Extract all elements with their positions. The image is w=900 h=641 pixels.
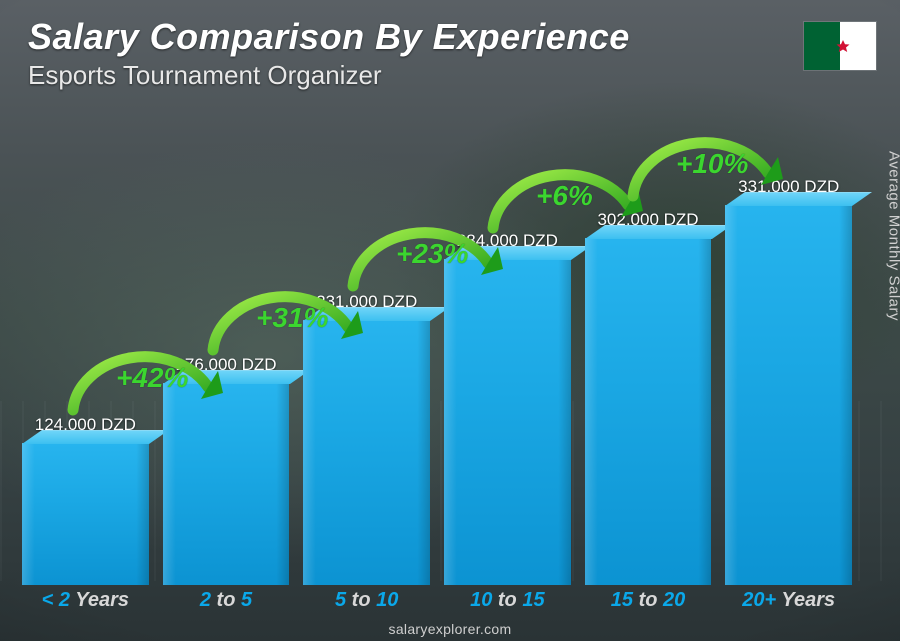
x-axis-label: < 2 Years (22, 589, 149, 617)
bar (163, 383, 290, 585)
country-flag (804, 22, 876, 70)
bar-top-face (725, 192, 872, 206)
x-axis-label: 10 to 15 (444, 589, 571, 617)
chart-subtitle: Esports Tournament Organizer (28, 60, 630, 91)
bar-column: 231,000 DZD (303, 292, 430, 585)
bar-top-face (22, 430, 169, 444)
x-axis: < 2 Years 2 to 5 5 to 10 10 to 15 15 to 20 20… (22, 589, 852, 617)
bar-column: 302,000 DZD (585, 210, 712, 585)
bar-top-face (585, 225, 732, 239)
bar-chart: 124,000 DZD176,000 DZD231,000 DZD284,000… (22, 120, 852, 585)
bar (725, 205, 852, 585)
x-axis-label: 20+ Years (725, 589, 852, 617)
bar-top-face (303, 307, 450, 321)
x-axis-label: 15 to 20 (585, 589, 712, 617)
bar-column: 331,000 DZD (725, 177, 852, 585)
flag-emblem-icon (825, 31, 855, 61)
bar (303, 320, 430, 585)
bar-column: 124,000 DZD (22, 415, 149, 585)
bar-column: 176,000 DZD (163, 355, 290, 585)
x-axis-label: 5 to 10 (303, 589, 430, 617)
chart-title: Salary Comparison By Experience (28, 16, 630, 58)
bar (444, 259, 571, 585)
bar (585, 238, 712, 585)
y-axis-label: Average Monthly Salary (886, 151, 900, 321)
title-block: Salary Comparison By Experience Esports … (28, 16, 630, 91)
bar-top-face (444, 246, 591, 260)
bar-top-face (163, 370, 310, 384)
bar-column: 284,000 DZD (444, 231, 571, 585)
footer-credit: salaryexplorer.com (0, 621, 900, 637)
bar (22, 443, 149, 585)
x-axis-label: 2 to 5 (163, 589, 290, 617)
